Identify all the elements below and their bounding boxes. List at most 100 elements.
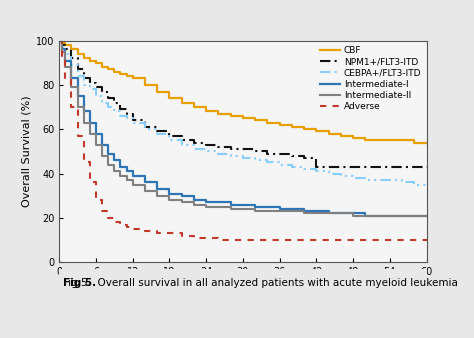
Intermediate-II bbox=[191, 202, 197, 207]
Intermediate-I bbox=[87, 121, 93, 125]
Intermediate-I bbox=[289, 207, 295, 211]
CBF bbox=[326, 131, 331, 136]
Adverse bbox=[59, 54, 65, 58]
Text: Fig 5.  Overall survival in all analyzed patients with acute myeloid leukemia: Fig 5. Overall survival in all analyzed … bbox=[63, 278, 458, 288]
NPM1+/FLT3-ITD bbox=[118, 107, 123, 111]
Intermediate-I bbox=[252, 205, 258, 209]
CEBPA+/FLT3-ITD bbox=[69, 63, 74, 67]
CBF bbox=[59, 41, 65, 45]
CBF bbox=[216, 112, 221, 116]
NPM1+/FLT3-ITD bbox=[56, 39, 62, 43]
CEBPA+/FLT3-ITD bbox=[338, 174, 344, 178]
Line: Adverse: Adverse bbox=[59, 41, 427, 240]
NPM1+/FLT3-ITD bbox=[59, 43, 65, 47]
CBF bbox=[252, 118, 258, 122]
CBF bbox=[387, 138, 392, 142]
Adverse bbox=[399, 238, 405, 242]
NPM1+/FLT3-ITD bbox=[424, 165, 429, 169]
CBF bbox=[375, 138, 381, 142]
Intermediate-I bbox=[314, 209, 319, 213]
Adverse bbox=[179, 234, 184, 238]
Intermediate-II bbox=[399, 214, 405, 218]
Line: CEBPA+/FLT3-ITD: CEBPA+/FLT3-ITD bbox=[59, 41, 427, 185]
Intermediate-I bbox=[99, 143, 105, 147]
Adverse bbox=[118, 222, 123, 226]
CEBPA+/FLT3-ITD bbox=[264, 161, 270, 165]
CBF bbox=[75, 52, 81, 56]
Adverse bbox=[191, 236, 197, 240]
Adverse bbox=[81, 161, 87, 165]
CEBPA+/FLT3-ITD bbox=[124, 116, 129, 120]
Adverse bbox=[142, 229, 148, 233]
Adverse bbox=[289, 238, 295, 242]
CEBPA+/FLT3-ITD bbox=[326, 171, 331, 175]
NPM1+/FLT3-ITD bbox=[87, 81, 93, 85]
NPM1+/FLT3-ITD bbox=[228, 147, 234, 151]
Adverse bbox=[314, 238, 319, 242]
Intermediate-I bbox=[326, 212, 331, 216]
Line: Intermediate-II: Intermediate-II bbox=[59, 41, 427, 216]
Intermediate-I bbox=[350, 212, 356, 216]
Intermediate-II bbox=[216, 205, 221, 209]
CEBPA+/FLT3-ITD bbox=[277, 163, 283, 167]
Adverse bbox=[130, 227, 136, 231]
NPM1+/FLT3-ITD bbox=[81, 76, 87, 80]
CBF bbox=[63, 43, 68, 47]
CBF bbox=[289, 125, 295, 129]
NPM1+/FLT3-ITD bbox=[277, 151, 283, 155]
Intermediate-II bbox=[350, 214, 356, 218]
CEBPA+/FLT3-ITD bbox=[216, 151, 221, 155]
NPM1+/FLT3-ITD bbox=[191, 141, 197, 145]
Intermediate-II bbox=[326, 212, 331, 216]
CBF bbox=[203, 110, 209, 114]
Intermediate-II bbox=[375, 214, 381, 218]
Intermediate-I bbox=[63, 58, 68, 63]
Intermediate-I bbox=[424, 214, 429, 218]
Intermediate-I bbox=[387, 214, 392, 218]
CEBPA+/FLT3-ITD bbox=[350, 176, 356, 180]
Adverse bbox=[69, 105, 74, 109]
CEBPA+/FLT3-ITD bbox=[363, 178, 368, 182]
NPM1+/FLT3-ITD bbox=[301, 156, 307, 160]
CBF bbox=[314, 129, 319, 134]
CEBPA+/FLT3-ITD bbox=[81, 83, 87, 87]
NPM1+/FLT3-ITD bbox=[350, 165, 356, 169]
Adverse bbox=[111, 220, 117, 224]
Intermediate-II bbox=[130, 183, 136, 187]
NPM1+/FLT3-ITD bbox=[93, 85, 99, 89]
Adverse bbox=[167, 232, 173, 236]
Intermediate-II bbox=[87, 131, 93, 136]
Intermediate-II bbox=[179, 200, 184, 204]
NPM1+/FLT3-ITD bbox=[326, 165, 331, 169]
CBF bbox=[111, 70, 117, 74]
Adverse bbox=[252, 238, 258, 242]
Intermediate-II bbox=[301, 212, 307, 216]
Intermediate-I bbox=[142, 180, 148, 185]
Adverse bbox=[203, 236, 209, 240]
Intermediate-I bbox=[56, 39, 62, 43]
CEBPA+/FLT3-ITD bbox=[387, 178, 392, 182]
Line: NPM1+/FLT3-ITD: NPM1+/FLT3-ITD bbox=[59, 41, 427, 167]
Adverse bbox=[375, 238, 381, 242]
Intermediate-I bbox=[411, 214, 417, 218]
Adverse bbox=[155, 232, 160, 236]
NPM1+/FLT3-ITD bbox=[240, 147, 246, 151]
CEBPA+/FLT3-ITD bbox=[87, 87, 93, 91]
Intermediate-I bbox=[81, 110, 87, 114]
NPM1+/FLT3-ITD bbox=[338, 165, 344, 169]
CBF bbox=[191, 105, 197, 109]
CBF bbox=[142, 83, 148, 87]
CBF bbox=[240, 116, 246, 120]
NPM1+/FLT3-ITD bbox=[124, 112, 129, 116]
Intermediate-I bbox=[363, 214, 368, 218]
CEBPA+/FLT3-ITD bbox=[375, 178, 381, 182]
Y-axis label: Overall Survival (%): Overall Survival (%) bbox=[22, 96, 32, 207]
Adverse bbox=[124, 225, 129, 229]
CBF bbox=[124, 74, 129, 78]
Intermediate-II bbox=[203, 205, 209, 209]
Intermediate-II bbox=[118, 174, 123, 178]
Adverse bbox=[93, 198, 99, 202]
Intermediate-II bbox=[264, 209, 270, 213]
NPM1+/FLT3-ITD bbox=[75, 67, 81, 71]
Intermediate-I bbox=[301, 209, 307, 213]
